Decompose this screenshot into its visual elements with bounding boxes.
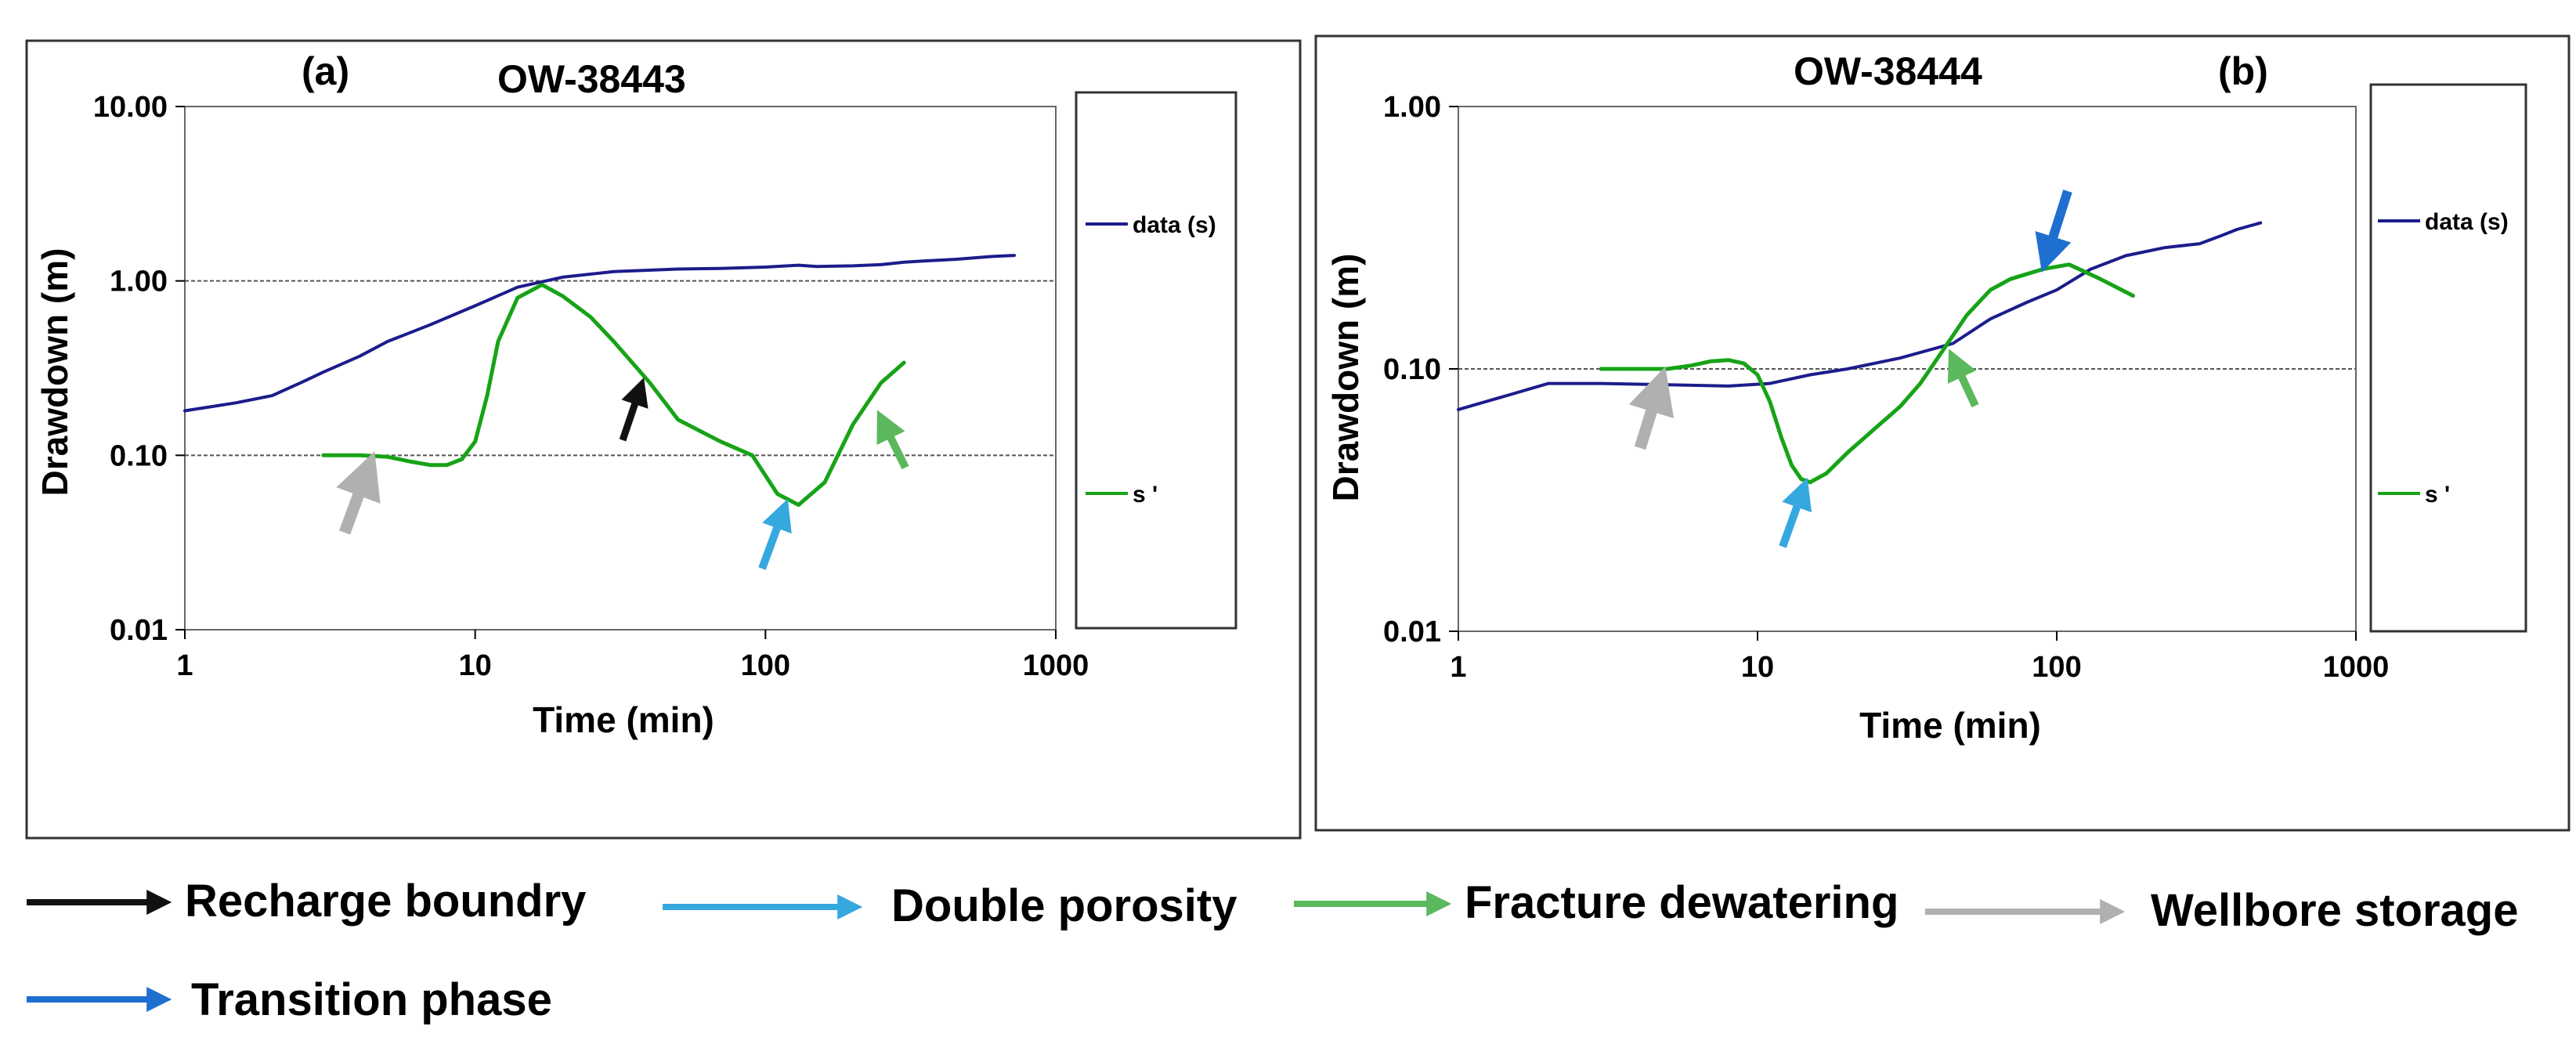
panel-b-x-tick-label: 10: [1741, 651, 1774, 684]
key-item-double-porosity: Double porosity: [663, 880, 1237, 931]
panel-a-arrow-fracture-dewatering: [876, 410, 909, 470]
panel-a-x-tick-label: 1000: [1023, 649, 1089, 682]
panel-a-legend-label-s-prime: s ': [1133, 482, 1158, 508]
panel-a-plot-frame: [184, 106, 1057, 630]
panel-a-y-tick-label: 0.10: [110, 439, 168, 472]
panel-b-legend-label-s-prime: s ': [2425, 482, 2450, 508]
key-item-fracture-dewatering: Fracture dewatering: [1294, 877, 1899, 928]
panel-a-s-prime-series-line: [321, 283, 906, 508]
key-item-recharge-boundry: Recharge boundry: [27, 876, 586, 927]
key-label-fracture-dewatering: Fracture dewatering: [1465, 877, 1899, 928]
panel-b-legend-box: [2369, 83, 2527, 633]
key-label-wellbore-storage: Wellbore storage: [2151, 885, 2519, 936]
panel-b: OW-38444 (b) 0.01 0.10 1.00 1 10 100 1000 Time…: [1314, 34, 2571, 832]
panel-a-x-tick-label: 100: [741, 649, 790, 682]
panel-b-s-prime-series-line: [1599, 262, 2135, 485]
panel-b-label: (b): [2218, 49, 2268, 93]
panel-b-arrow-fracture-dewatering: [1947, 349, 1979, 408]
panel-b-frame: [1314, 34, 2571, 832]
panel-b-arrow-transition-phase: [2035, 190, 2072, 273]
key-label-transition-phase: Transition phase: [191, 974, 552, 1025]
panel-a-legend-box: [1075, 91, 1237, 630]
panel-a-y-axis-title: Drawdown (m): [34, 248, 75, 497]
panel-b-arrow-double-porosity: [1779, 477, 1812, 548]
panel-a-x-tick-label: 1: [176, 649, 193, 682]
panel-a-title: OW-38443: [497, 57, 686, 101]
panel-b-x-tick-label: 1: [1450, 651, 1466, 684]
panel-a-x-tick-label: 10: [459, 649, 492, 682]
panel-a-y-tick-label: 1.00: [110, 266, 168, 298]
panel-b-title: OW-38444: [1794, 49, 1982, 93]
panel-b-legend-label-data: data (s): [2425, 209, 2509, 235]
panel-b-y-tick-label: 0.10: [1383, 353, 1441, 386]
panel-a-arrow-recharge-boundry: [619, 378, 649, 442]
panel-b-arrow-wellbore-storage: [1628, 366, 1675, 450]
panel-a-x-axis-title: Time (min): [533, 699, 714, 740]
panel-a-y-tick-label: 10.00: [93, 91, 168, 124]
panel-b-plot-area: 0.01 0.10 1.00 1 10 100 1000: [1383, 91, 2389, 684]
key-label-recharge-boundry: Recharge boundry: [185, 876, 586, 927]
panel-b-x-axis-title: Time (min): [1859, 705, 2041, 746]
key-label-double-porosity: Double porosity: [891, 880, 1237, 931]
panel-a-y-tick-label: 0.01: [110, 614, 168, 647]
key-item-transition-phase: Transition phase: [27, 974, 552, 1025]
panel-b-x-tick-label: 1000: [2323, 651, 2390, 684]
panel-a: (a) OW-38443 0.01 0.10 1.00 10.00 1 10 100 1000…: [25, 39, 1302, 840]
panel-a-data-series-line: [183, 254, 1017, 413]
panel-b-data-series-line: [1457, 221, 2263, 411]
panel-a-plot-area: 0.01 0.10 1.00 10.00 1 10 100 1000: [93, 91, 1089, 682]
panel-b-y-axis-title: Drawdown (m): [1325, 254, 1366, 502]
panel-a-arrow-double-porosity: [758, 498, 792, 570]
panel-b-y-tick-label: 0.01: [1383, 616, 1441, 649]
panel-b-y-tick-label: 1.00: [1383, 91, 1441, 124]
panel-b-x-tick-label: 100: [2032, 651, 2081, 684]
panel-a-legend-label-data: data (s): [1133, 212, 1216, 238]
arrow-key: Recharge boundry Double porosity Fractur…: [27, 876, 2519, 1025]
panel-a-arrow-wellbore-storage: [336, 451, 381, 535]
key-item-wellbore-storage: Wellbore storage: [1925, 885, 2519, 936]
panel-a-label: (a): [302, 49, 349, 93]
